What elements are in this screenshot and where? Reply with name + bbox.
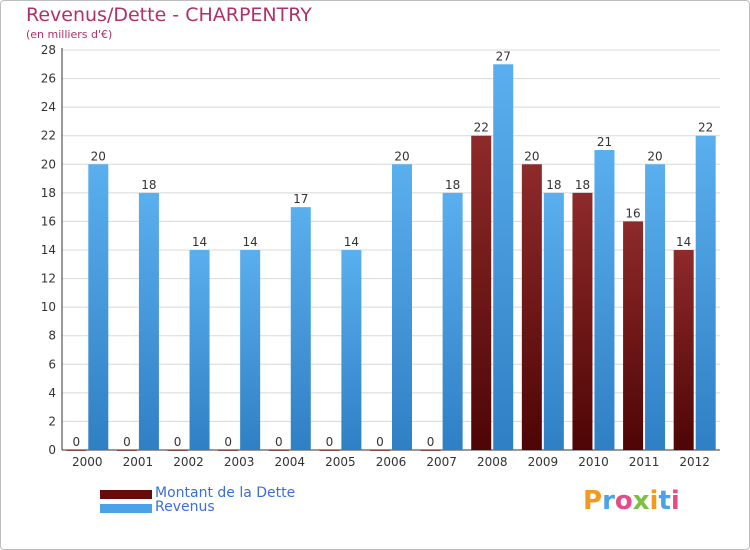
data-label-revenus: 20	[647, 149, 662, 163]
data-label-revenus: 22	[698, 121, 713, 135]
x-tick-label: 2007	[426, 455, 457, 469]
logo-letter: i	[649, 486, 659, 516]
data-label-revenus: 27	[496, 49, 511, 63]
x-tick-label: 2010	[578, 455, 609, 469]
bar-revenus	[645, 164, 666, 451]
bar-debt	[319, 450, 340, 451]
logo-letter: o	[614, 486, 633, 516]
y-tick-label: 6	[48, 357, 56, 371]
data-label-revenus: 14	[192, 235, 207, 249]
data-label-debt: 0	[224, 435, 232, 449]
data-label-revenus: 18	[546, 178, 561, 192]
x-tick-label: 2009	[528, 455, 559, 469]
logo-letter: x	[632, 486, 650, 516]
bar-debt	[370, 450, 390, 451]
x-tick-label: 2001	[123, 455, 154, 469]
bar-revenus	[88, 164, 109, 451]
y-tick-label: 20	[41, 157, 56, 171]
bar-debt	[623, 221, 644, 450]
bar-revenus	[341, 250, 362, 450]
y-tick-label: 10	[41, 300, 56, 314]
data-label-debt: 0	[376, 435, 384, 449]
x-tick-label: 2004	[274, 455, 305, 469]
bar-revenus	[290, 207, 311, 450]
bar-revenus	[493, 64, 514, 451]
data-label-revenus: 18	[445, 178, 460, 192]
y-tick-label: 24	[41, 100, 56, 114]
bar-debt	[521, 164, 542, 451]
data-label-debt: 0	[427, 435, 435, 449]
data-label-debt: 16	[625, 206, 640, 220]
logo-letter: t	[658, 486, 671, 516]
y-tick-label: 2	[48, 414, 56, 428]
y-tick-label: 8	[48, 329, 56, 343]
data-label-debt: 0	[326, 435, 334, 449]
x-tick-label: 2005	[325, 455, 356, 469]
data-label-revenus: 18	[141, 178, 156, 192]
bar-debt	[673, 250, 694, 450]
data-label-debt: 18	[575, 178, 590, 192]
gridlines	[62, 49, 720, 422]
data-label-debt: 0	[72, 435, 80, 449]
x-tick-label: 2012	[679, 455, 710, 469]
bar-debt	[471, 135, 492, 450]
legend-label-revenus: Revenus	[155, 499, 215, 515]
bar-revenus	[695, 135, 716, 450]
logo-letter: r	[602, 486, 615, 516]
x-tick-label: 2006	[376, 455, 407, 469]
bars	[66, 64, 716, 451]
bar-debt	[167, 450, 188, 451]
bar-debt	[116, 450, 137, 451]
x-tick-label: 2011	[629, 455, 660, 469]
data-label-revenus: 14	[344, 235, 359, 249]
y-tick-label: 26	[41, 72, 56, 86]
data-label-debt: 22	[474, 121, 489, 135]
x-tick-label: 2008	[477, 455, 508, 469]
data-label-debt: 0	[123, 435, 131, 449]
chart-title: Revenus/Dette - CHARPENTRY	[26, 4, 312, 26]
data-label-revenus: 20	[394, 149, 409, 163]
data-label-revenus: 17	[293, 192, 308, 206]
data-label-debt: 14	[676, 235, 691, 249]
legend-swatch-debt	[100, 490, 152, 499]
data-label-revenus: 14	[243, 235, 258, 249]
bar-revenus	[240, 250, 261, 450]
y-tick-label: 22	[41, 129, 56, 143]
bar-revenus	[543, 192, 564, 450]
bar-debt	[420, 450, 441, 451]
y-tick-label: 12	[41, 272, 56, 286]
data-label-debt: 20	[524, 149, 539, 163]
bar-revenus	[392, 164, 412, 451]
y-tick-label: 4	[48, 386, 56, 400]
bar-revenus	[442, 192, 463, 450]
data-label-revenus: 20	[91, 149, 106, 163]
data-label-debt: 0	[275, 435, 283, 449]
x-tick-label: 2003	[224, 455, 255, 469]
logo-letter: P	[583, 486, 603, 516]
data-label-debt: 0	[174, 435, 182, 449]
bar-debt	[572, 192, 593, 450]
bar-revenus	[138, 192, 159, 450]
legend-swatch-revenus	[100, 504, 152, 513]
x-tick-label: 2002	[173, 455, 204, 469]
data-label-revenus: 21	[597, 135, 612, 149]
y-tick-label: 18	[41, 186, 56, 200]
y-tick-label: 0	[48, 443, 56, 457]
bar-revenus	[189, 250, 210, 450]
logo-letter: i	[670, 486, 680, 516]
y-tick-label: 16	[41, 214, 56, 228]
proxiti-logo: Proxiti	[583, 486, 680, 516]
y-tick-label: 14	[41, 243, 56, 257]
x-tick-label: 2000	[72, 455, 103, 469]
legend-label-debt: Montant de la Dette	[155, 485, 296, 501]
bar-revenus	[594, 150, 615, 450]
bar-debt	[66, 450, 87, 451]
bar-debt	[218, 450, 239, 451]
bar-debt	[268, 450, 289, 451]
y-tick-label: 28	[41, 43, 56, 57]
chart-subtitle: (en milliers d'€)	[26, 28, 113, 41]
data-labels: 0 20 0 18 0 14 0 14 0 17 0 14 0 20 0 18 22 27 20 18 18 21 16 20…	[72, 49, 713, 449]
